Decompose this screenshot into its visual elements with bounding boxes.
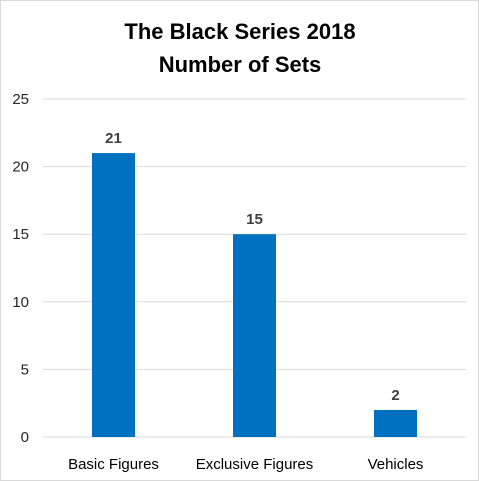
y-tick-label: 25 xyxy=(12,91,29,108)
y-tick-label: 20 xyxy=(12,159,29,176)
data-labels: 21 15 2 xyxy=(105,130,400,404)
y-tick-label: 15 xyxy=(12,226,29,243)
x-category-label: Basic Figures xyxy=(68,456,159,473)
bars xyxy=(92,153,417,437)
data-label: 15 xyxy=(246,211,263,228)
x-axis-category-labels: Basic Figures Exclusive Figures Vehicles xyxy=(68,456,423,473)
chart-title-line-2: Number of Sets xyxy=(159,52,322,77)
bar-vehicles xyxy=(374,409,417,437)
bar-exclusive-figures xyxy=(233,234,276,437)
x-category-label: Exclusive Figures xyxy=(196,456,314,473)
y-axis-tick-labels: 0 5 10 15 20 25 xyxy=(12,91,29,446)
bar-basic-figures xyxy=(92,153,135,437)
chart-title-line-1: The Black Series 2018 xyxy=(124,19,355,44)
data-label: 2 xyxy=(391,387,399,404)
x-category-label: Vehicles xyxy=(368,456,424,473)
y-tick-label: 5 xyxy=(21,361,29,378)
data-label: 21 xyxy=(105,130,122,147)
y-tick-label: 0 xyxy=(21,429,29,446)
y-tick-label: 10 xyxy=(12,294,29,311)
